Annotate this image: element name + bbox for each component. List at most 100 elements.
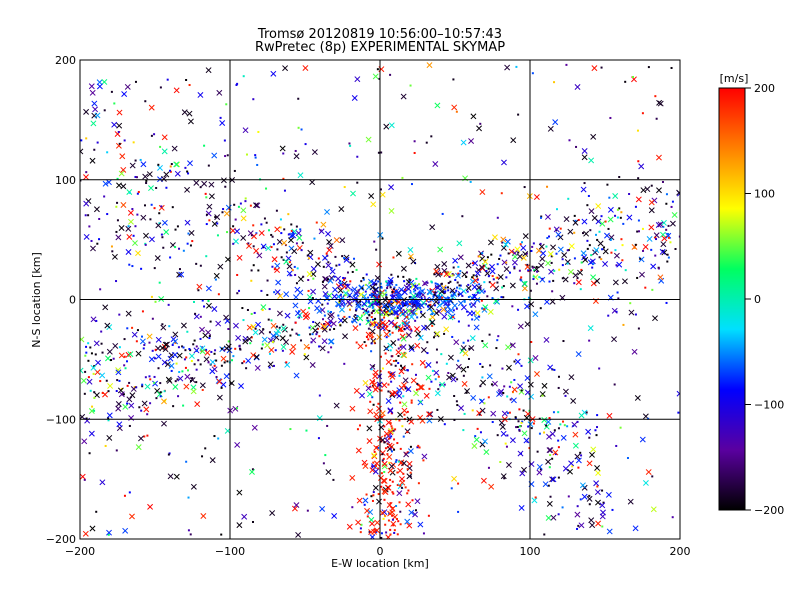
- echo-point: [439, 383, 442, 386]
- echo-point: [665, 232, 672, 239]
- echo-point: [506, 395, 509, 398]
- echo-point: [455, 272, 461, 279]
- echo-point: [393, 448, 396, 451]
- echo-point: [514, 416, 517, 419]
- echo-point: [471, 409, 474, 412]
- echo-point: [189, 533, 192, 536]
- echo-point: [388, 319, 395, 326]
- echo-point: [394, 317, 397, 320]
- echo-point: [634, 394, 641, 401]
- echo-point: [282, 65, 289, 72]
- echo-point: [396, 518, 399, 521]
- echo-point: [640, 187, 647, 194]
- echo-point: [220, 381, 227, 388]
- echo-point: [250, 234, 253, 237]
- echo-point: [205, 67, 212, 74]
- echo-point: [418, 290, 421, 293]
- echo-point: [83, 174, 89, 181]
- echo-point: [395, 349, 402, 356]
- echo-point: [370, 495, 373, 498]
- echo-point: [443, 271, 450, 278]
- echo-point: [143, 435, 146, 438]
- echo-point: [381, 302, 388, 309]
- echo-point: [616, 216, 619, 219]
- echo-point: [230, 382, 233, 385]
- echo-point: [426, 417, 433, 424]
- echo-point: [527, 357, 534, 364]
- echo-point: [160, 175, 167, 182]
- echo-point: [532, 422, 535, 425]
- echo-point: [647, 66, 650, 69]
- echo-point: [380, 532, 383, 535]
- echo-point: [154, 255, 161, 262]
- echo-point: [603, 246, 606, 249]
- echo-point: [356, 314, 359, 317]
- echo-point: [642, 249, 645, 252]
- echo-point: [343, 254, 350, 261]
- echo-point: [422, 532, 425, 535]
- echo-point: [240, 207, 247, 214]
- echo-point: [397, 520, 400, 523]
- echo-point: [445, 362, 448, 365]
- echo-point: [370, 311, 373, 314]
- echo-point: [311, 149, 318, 156]
- echo-point: [386, 442, 393, 449]
- echo-point: [657, 274, 664, 281]
- echo-point: [323, 295, 330, 302]
- echo-point: [348, 308, 351, 311]
- y-tick-label: −100: [46, 413, 76, 426]
- echo-point: [227, 327, 230, 330]
- echo-point: [388, 122, 395, 129]
- echo-point: [602, 501, 605, 504]
- echo-point: [381, 488, 388, 495]
- echo-point: [636, 276, 639, 279]
- echo-point: [456, 286, 459, 289]
- echo-point: [520, 276, 523, 279]
- echo-point: [381, 460, 388, 467]
- echo-point: [119, 153, 126, 160]
- echo-point: [205, 213, 208, 216]
- echo-point: [452, 257, 459, 264]
- echo-point: [93, 391, 96, 394]
- echo-point: [165, 376, 172, 383]
- echo-point: [161, 323, 164, 326]
- echo-point: [199, 348, 206, 355]
- echo-point: [444, 308, 451, 315]
- echo-point: [471, 318, 474, 321]
- echo-point: [419, 286, 422, 289]
- echo-point: [471, 284, 478, 290]
- echo-point: [384, 447, 387, 450]
- echo-point: [184, 349, 187, 352]
- echo-point: [118, 142, 121, 145]
- echo-point: [426, 411, 432, 418]
- echo-point: [410, 329, 413, 332]
- echo-point: [389, 478, 392, 481]
- echo-point: [132, 234, 135, 237]
- echo-point: [363, 313, 366, 316]
- echo-point: [379, 291, 382, 294]
- echo-point: [131, 326, 134, 329]
- echo-point: [536, 270, 539, 273]
- echo-point: [146, 434, 149, 437]
- echo-point: [405, 501, 412, 508]
- echo-point: [211, 152, 218, 159]
- echo-point: [413, 390, 420, 397]
- echo-point: [581, 148, 588, 154]
- echo-point: [403, 351, 406, 354]
- echo-point: [476, 427, 479, 430]
- echo-point: [434, 291, 437, 294]
- echo-point: [144, 242, 147, 245]
- echo-point: [557, 375, 560, 378]
- echo-point: [600, 215, 603, 218]
- echo-point: [341, 255, 344, 258]
- echo-point: [286, 263, 293, 270]
- echo-point: [253, 311, 256, 314]
- echo-point: [356, 155, 359, 158]
- echo-point: [602, 248, 609, 255]
- echo-point: [574, 84, 581, 90]
- echo-point: [449, 280, 452, 283]
- echo-point: [180, 322, 187, 329]
- echo-point: [490, 410, 497, 417]
- echo-point: [557, 513, 560, 516]
- echo-point: [500, 296, 503, 299]
